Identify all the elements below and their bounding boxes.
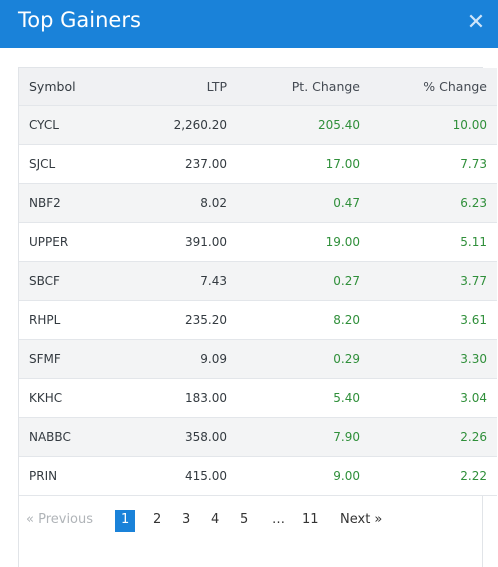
cell-pct-change: 3.77 xyxy=(360,261,497,301)
table-row[interactable]: NBF2 8.02 0.47 6.23 xyxy=(19,183,497,223)
page-5-button[interactable]: 5 xyxy=(240,512,249,527)
cell-pt-change: 17.00 xyxy=(227,144,360,184)
page-4-button[interactable]: 4 xyxy=(211,512,220,527)
cell-ltp: 415.00 xyxy=(129,456,227,496)
table-row[interactable]: UPPER 391.00 19.00 5.11 xyxy=(19,222,497,262)
page-2-button[interactable]: 2 xyxy=(153,512,162,527)
cell-ltp: 183.00 xyxy=(129,378,227,418)
header-pt-change[interactable]: Pt. Change xyxy=(227,68,360,106)
cell-pt-change: 7.90 xyxy=(227,417,360,457)
next-button[interactable]: Next » xyxy=(340,512,383,527)
cell-symbol[interactable]: NBF2 xyxy=(19,183,129,223)
cell-symbol[interactable]: RHPL xyxy=(19,300,129,340)
table-row[interactable]: RHPL 235.20 8.20 3.61 xyxy=(19,300,497,340)
cell-symbol[interactable]: NABBC xyxy=(19,417,129,457)
close-icon[interactable]: ✕ xyxy=(466,9,486,34)
cell-symbol[interactable]: UPPER xyxy=(19,222,129,262)
page-1-button[interactable]: 1 xyxy=(115,510,136,532)
cell-pt-change: 9.00 xyxy=(227,456,360,496)
cell-pct-change: 2.26 xyxy=(360,417,497,457)
table-row[interactable]: CYCL 2,260.20 205.40 10.00 xyxy=(19,105,497,145)
cell-ltp: 2,260.20 xyxy=(129,105,227,145)
cell-pt-change: 19.00 xyxy=(227,222,360,262)
page-3-button[interactable]: 3 xyxy=(182,512,191,527)
cell-pct-change: 6.23 xyxy=(360,183,497,223)
header-ltp[interactable]: LTP xyxy=(129,68,227,106)
cell-pct-change: 10.00 xyxy=(360,105,497,145)
cell-symbol[interactable]: SFMF xyxy=(19,339,129,379)
cell-ltp: 358.00 xyxy=(129,417,227,457)
gainers-table: Symbol LTP Pt. Change % Change CYCL 2,260… xyxy=(19,68,497,496)
cell-pct-change: 3.30 xyxy=(360,339,497,379)
cell-ltp: 391.00 xyxy=(129,222,227,262)
pagination-ellipsis: … xyxy=(272,512,285,527)
cell-ltp: 237.00 xyxy=(129,144,227,184)
modal-title: Top Gainers xyxy=(18,8,141,32)
table-row[interactable]: KKHC 183.00 5.40 3.04 xyxy=(19,378,497,418)
page-11-button[interactable]: 11 xyxy=(302,512,319,527)
cell-symbol[interactable]: SJCL xyxy=(19,144,129,184)
cell-symbol[interactable]: CYCL xyxy=(19,105,129,145)
modal-header: Top Gainers ✕ xyxy=(0,0,498,48)
header-pct-change[interactable]: % Change xyxy=(360,68,497,106)
gainers-table-container: Symbol LTP Pt. Change % Change CYCL 2,260… xyxy=(18,67,497,567)
cell-pct-change: 5.11 xyxy=(360,222,497,262)
cell-ltp: 235.20 xyxy=(129,300,227,340)
cell-pct-change: 2.22 xyxy=(360,456,497,496)
cell-symbol[interactable]: KKHC xyxy=(19,378,129,418)
cell-pt-change: 5.40 xyxy=(227,378,360,418)
cell-pct-change: 7.73 xyxy=(360,144,497,184)
cell-symbol[interactable]: SBCF xyxy=(19,261,129,301)
table-row[interactable]: SFMF 9.09 0.29 3.30 xyxy=(19,339,497,379)
cell-pt-change: 0.29 xyxy=(227,339,360,379)
table-header-row: Symbol LTP Pt. Change % Change xyxy=(19,68,497,106)
cell-ltp: 8.02 xyxy=(129,183,227,223)
cell-pct-change: 3.61 xyxy=(360,300,497,340)
cell-pt-change: 0.27 xyxy=(227,261,360,301)
cell-ltp: 9.09 xyxy=(129,339,227,379)
table-row[interactable]: PRIN 415.00 9.00 2.22 xyxy=(19,456,497,496)
cell-pt-change: 8.20 xyxy=(227,300,360,340)
header-symbol[interactable]: Symbol xyxy=(19,68,129,106)
cell-pt-change: 205.40 xyxy=(227,105,360,145)
previous-button[interactable]: « Previous xyxy=(26,512,94,527)
table-row[interactable]: SBCF 7.43 0.27 3.77 xyxy=(19,261,497,301)
table-row[interactable]: NABBC 358.00 7.90 2.26 xyxy=(19,417,497,457)
cell-ltp: 7.43 xyxy=(129,261,227,301)
cell-symbol[interactable]: PRIN xyxy=(19,456,129,496)
table-row[interactable]: SJCL 237.00 17.00 7.73 xyxy=(19,144,497,184)
cell-pt-change: 0.47 xyxy=(227,183,360,223)
cell-pct-change: 3.04 xyxy=(360,378,497,418)
